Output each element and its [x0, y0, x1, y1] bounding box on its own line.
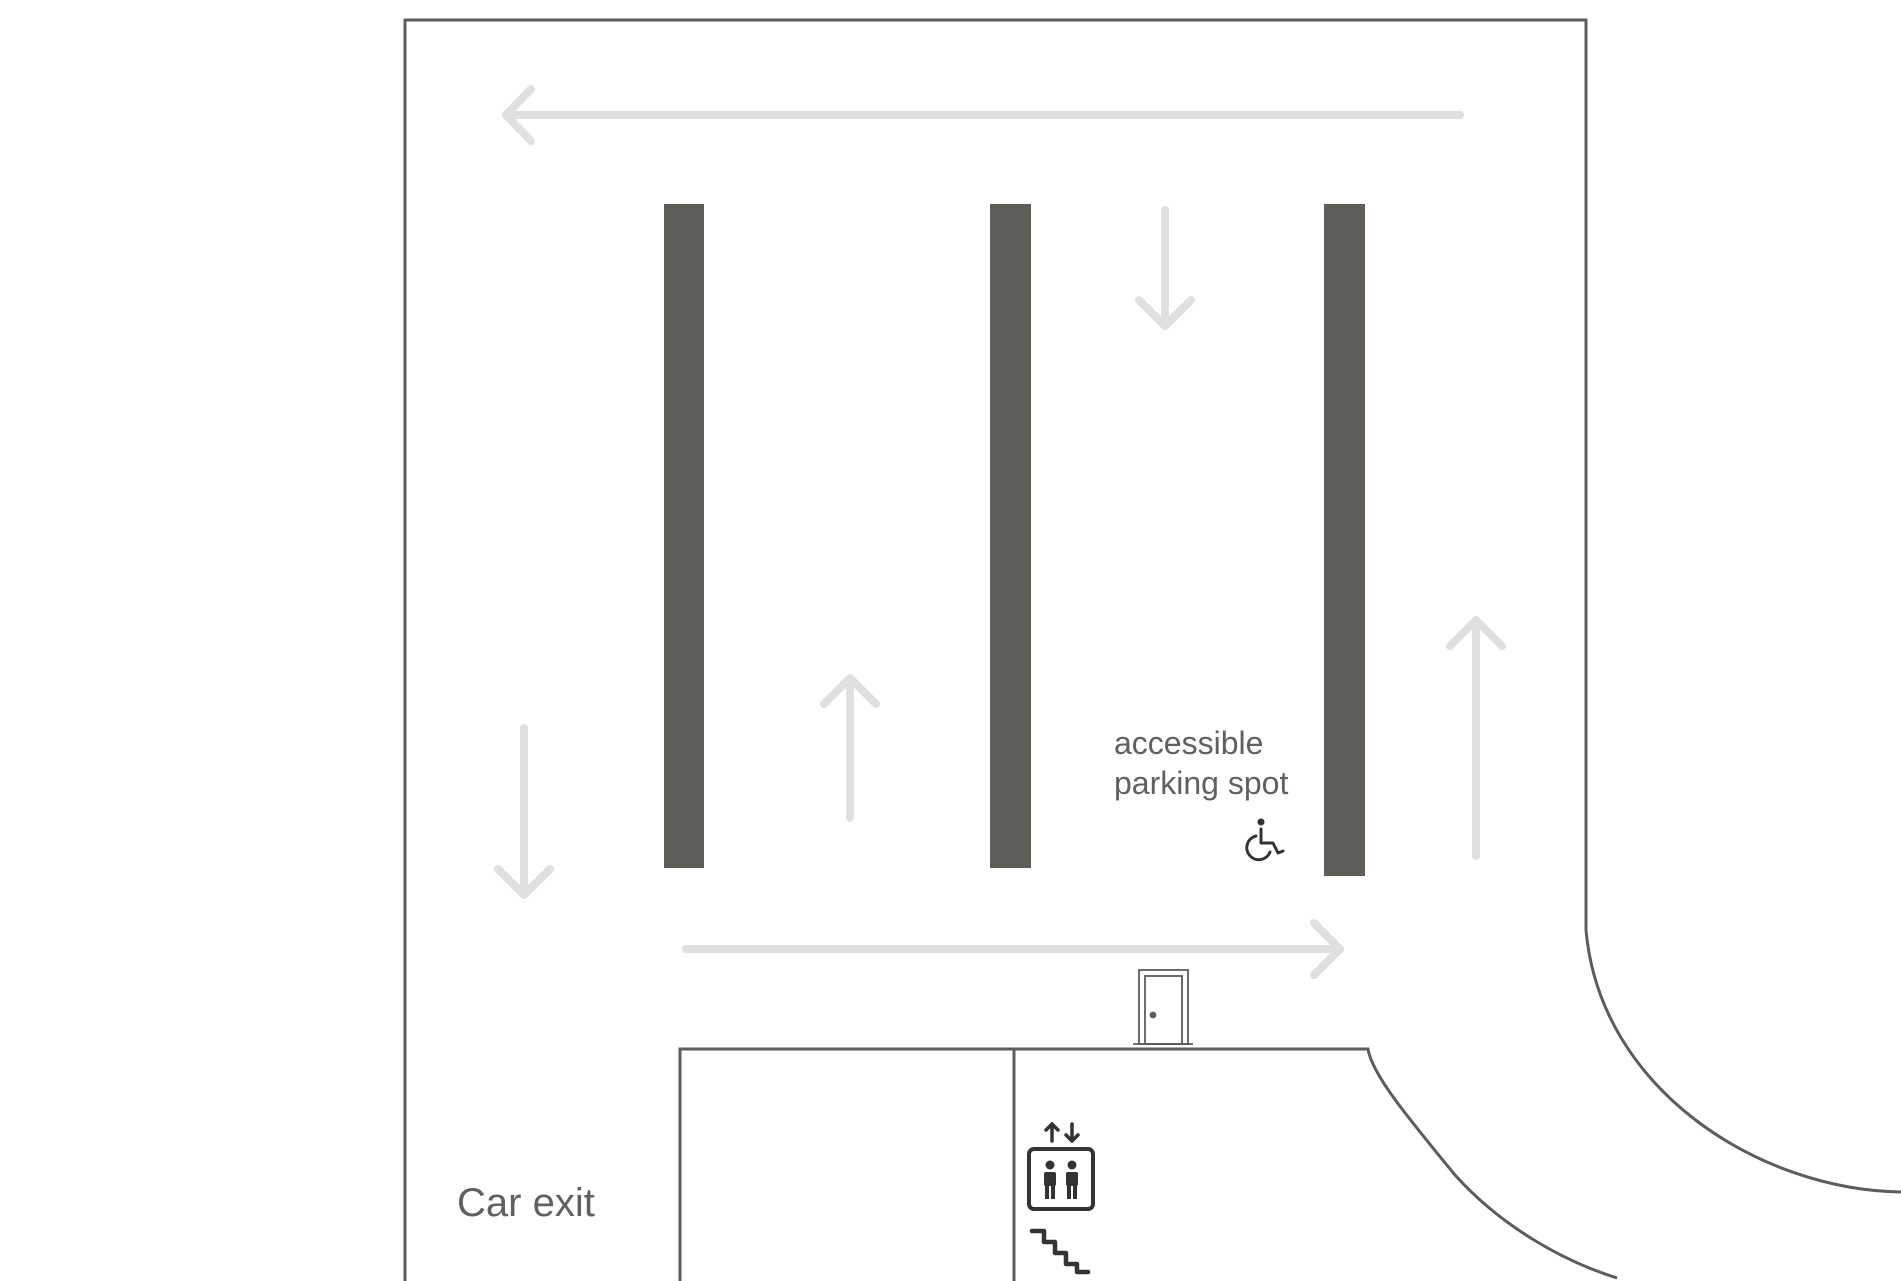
pillar-1	[664, 204, 704, 868]
traffic-arrows	[494, 85, 1506, 979]
arrow-up-right	[1446, 616, 1506, 860]
arrow-down-left	[494, 724, 554, 899]
arrow-top-left	[502, 85, 1464, 145]
wheelchair-icon	[1245, 818, 1285, 862]
car-exit-label: Car exit	[457, 1181, 595, 1225]
exit-curve-wall	[1584, 929, 1901, 1194]
inner-building	[678, 1047, 1618, 1281]
pillars	[664, 204, 1365, 876]
accessible-parking-label-line1: accessible	[1114, 725, 1263, 761]
arrow-up-left-lane	[820, 674, 880, 822]
stairs-icon	[1029, 1228, 1091, 1275]
arrow-bottom-right	[682, 919, 1344, 979]
arrow-down-middle	[1135, 206, 1195, 330]
accessible-parking-label-line2: parking spot	[1114, 765, 1288, 801]
pillar-2	[990, 204, 1031, 868]
inner-building-wall	[678, 1047, 1618, 1281]
door-icon	[1133, 969, 1193, 1045]
pillar-3	[1324, 204, 1365, 876]
outer-wall	[403, 18, 1588, 1281]
elevator-icon	[1027, 1122, 1095, 1211]
outer-walls	[403, 18, 1901, 1281]
